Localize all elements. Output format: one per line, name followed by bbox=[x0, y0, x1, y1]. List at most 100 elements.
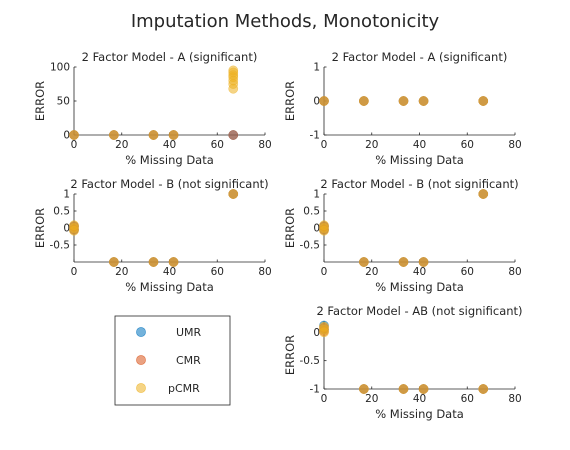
data-point bbox=[228, 65, 239, 76]
series-cmr bbox=[69, 189, 239, 267]
data-point bbox=[478, 384, 489, 394]
data-point bbox=[319, 96, 329, 106]
subplot-3: 2 Factor Model - B (not significant) 0 20 4… bbox=[33, 177, 272, 294]
data-point bbox=[148, 257, 159, 267]
y-axis-label: ERROR bbox=[283, 208, 297, 248]
series-umr bbox=[319, 189, 489, 267]
legend-marker-umr bbox=[136, 327, 146, 337]
legend-label-umr: UMR bbox=[176, 326, 202, 339]
x-axis-label: % Missing Data bbox=[125, 280, 214, 294]
figure-title: Imputation Methods, Monotonicity bbox=[131, 11, 440, 32]
x-tick-label: 0 bbox=[321, 266, 328, 278]
y-axis-label: ERROR bbox=[283, 81, 297, 121]
x-tick-label: 40 bbox=[163, 139, 176, 151]
x-axis-label: % Missing Data bbox=[375, 280, 464, 294]
legend-label-pcmr: pCMR bbox=[168, 382, 200, 395]
y-tick-label: 0.5 bbox=[303, 206, 320, 218]
x-tick-label: 80 bbox=[508, 266, 521, 278]
x-tick-label: 60 bbox=[461, 139, 474, 151]
data-point bbox=[168, 257, 179, 267]
y-tick-label: -1 bbox=[310, 384, 320, 396]
series-cmr bbox=[319, 189, 489, 267]
series-umr bbox=[319, 320, 489, 394]
data-point bbox=[398, 257, 409, 267]
x-tick-label: 20 bbox=[115, 266, 128, 278]
subplot-title: 2 Factor Model - B (not significant) bbox=[70, 177, 268, 191]
x-tick-label: 60 bbox=[461, 266, 474, 278]
subplot-title: 2 Factor Model - A (significant) bbox=[332, 50, 508, 64]
subplot-2: 2 Factor Model - A (significant) 0 20 40 60 8… bbox=[283, 50, 522, 167]
x-tick-label: 20 bbox=[365, 393, 378, 405]
series-pcmr bbox=[319, 96, 489, 106]
legend: UMR CMR pCMR bbox=[114, 315, 231, 406]
data-point bbox=[398, 384, 409, 394]
data-point bbox=[418, 384, 429, 394]
x-tick-label: 0 bbox=[321, 139, 328, 151]
data-point bbox=[359, 257, 369, 267]
x-tick-label: 60 bbox=[461, 393, 474, 405]
data-point bbox=[69, 225, 79, 236]
x-tick-label: 80 bbox=[258, 139, 271, 151]
x-axis-label: % Missing Data bbox=[375, 153, 464, 167]
x-tick-label: 40 bbox=[163, 266, 176, 278]
y-axis-label: ERROR bbox=[283, 335, 297, 375]
y-tick-label: 1 bbox=[313, 189, 320, 201]
x-tick-label: 0 bbox=[71, 266, 78, 278]
y-tick-label: 100 bbox=[50, 62, 70, 74]
subplot-4: 2 Factor Model - B (not significant) 0 20 4… bbox=[283, 177, 522, 294]
y-axis-label: ERROR bbox=[33, 208, 47, 248]
subplot-title: 2 Factor Model - B (not significant) bbox=[320, 177, 518, 191]
y-tick-label: -0.5 bbox=[300, 240, 321, 252]
data-point bbox=[168, 130, 179, 140]
legend-box bbox=[114, 315, 231, 406]
y-tick-label: 50 bbox=[57, 96, 70, 108]
subplot-title: 2 Factor Model - A (significant) bbox=[82, 50, 258, 64]
data-point bbox=[228, 189, 239, 199]
data-point bbox=[418, 257, 429, 267]
series-umr bbox=[69, 189, 239, 267]
data-point bbox=[398, 96, 409, 106]
y-tick-label: -0.5 bbox=[50, 240, 71, 252]
data-point bbox=[69, 130, 79, 140]
legend-marker-cmr bbox=[136, 355, 146, 365]
x-tick-label: 20 bbox=[365, 266, 378, 278]
series-pcmr bbox=[69, 65, 239, 140]
x-tick-label: 40 bbox=[413, 393, 426, 405]
y-tick-label: 0.5 bbox=[53, 206, 70, 218]
series-pcmr bbox=[69, 189, 239, 267]
data-point bbox=[359, 384, 369, 394]
y-tick-label: 0 bbox=[313, 223, 320, 235]
series-pcmr bbox=[319, 321, 489, 394]
x-tick-label: 80 bbox=[258, 266, 271, 278]
data-point bbox=[478, 96, 489, 106]
y-tick-label: 1 bbox=[63, 189, 70, 201]
data-point bbox=[478, 189, 489, 199]
x-tick-label: 0 bbox=[71, 139, 78, 151]
x-tick-label: 40 bbox=[413, 139, 426, 151]
y-tick-label: 1 bbox=[313, 62, 320, 74]
data-point bbox=[109, 130, 119, 140]
series-pcmr bbox=[319, 189, 489, 267]
x-tick-label: 60 bbox=[211, 139, 224, 151]
series-cmr bbox=[319, 322, 489, 394]
data-point bbox=[148, 130, 159, 140]
data-point bbox=[109, 257, 119, 267]
subplot-title: 2 Factor Model - AB (not significant) bbox=[316, 304, 522, 318]
subplot-5: 2 Factor Model - AB (not significant) 0 20… bbox=[283, 304, 523, 421]
x-axis-label: % Missing Data bbox=[375, 407, 464, 421]
legend-marker-pcmr bbox=[136, 383, 146, 393]
data-point bbox=[418, 96, 429, 106]
x-tick-label: 0 bbox=[321, 393, 328, 405]
y-tick-label: 0 bbox=[313, 327, 320, 339]
x-tick-label: 20 bbox=[365, 139, 378, 151]
x-axis-label: % Missing Data bbox=[125, 153, 214, 167]
data-point bbox=[319, 225, 329, 236]
x-tick-label: 60 bbox=[211, 266, 224, 278]
x-tick-label: 20 bbox=[115, 139, 128, 151]
y-tick-label: 0 bbox=[63, 130, 70, 142]
legend-label-cmr: CMR bbox=[176, 354, 201, 367]
y-tick-label: -0.5 bbox=[300, 355, 321, 367]
data-point bbox=[228, 130, 239, 140]
y-axis-label: ERROR bbox=[33, 81, 47, 121]
